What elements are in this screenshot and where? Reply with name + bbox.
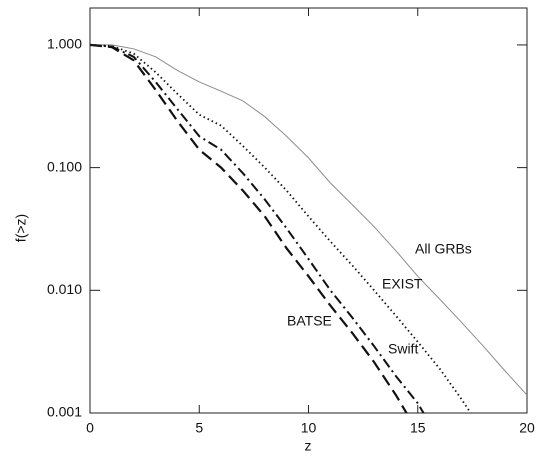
x-tick-label: 20 — [519, 420, 535, 436]
series-label: Swift — [388, 341, 418, 357]
y-axis-label: f(>z) — [13, 214, 29, 242]
line-series — [90, 43, 408, 413]
y-tick-label: 0.001 — [47, 404, 82, 420]
lines — [90, 43, 527, 413]
y-tick-label: 1.000 — [47, 36, 82, 52]
y-tick-label: 0.010 — [47, 281, 82, 297]
line-series — [90, 43, 425, 413]
x-tick-label: 5 — [195, 420, 203, 436]
y-tick-label: 0.100 — [47, 158, 82, 174]
x-tick-label: 10 — [301, 420, 317, 436]
plot-frame — [89, 7, 528, 414]
series-label: EXIST — [382, 276, 423, 292]
x-axis-label: z — [305, 438, 312, 454]
line-series — [90, 44, 527, 396]
x-tick-label: 0 — [86, 420, 94, 436]
x-tick-label: 15 — [410, 420, 426, 436]
line-series — [90, 44, 472, 413]
series-label: BATSE — [287, 313, 332, 329]
series-label: All GRBs — [415, 241, 472, 257]
